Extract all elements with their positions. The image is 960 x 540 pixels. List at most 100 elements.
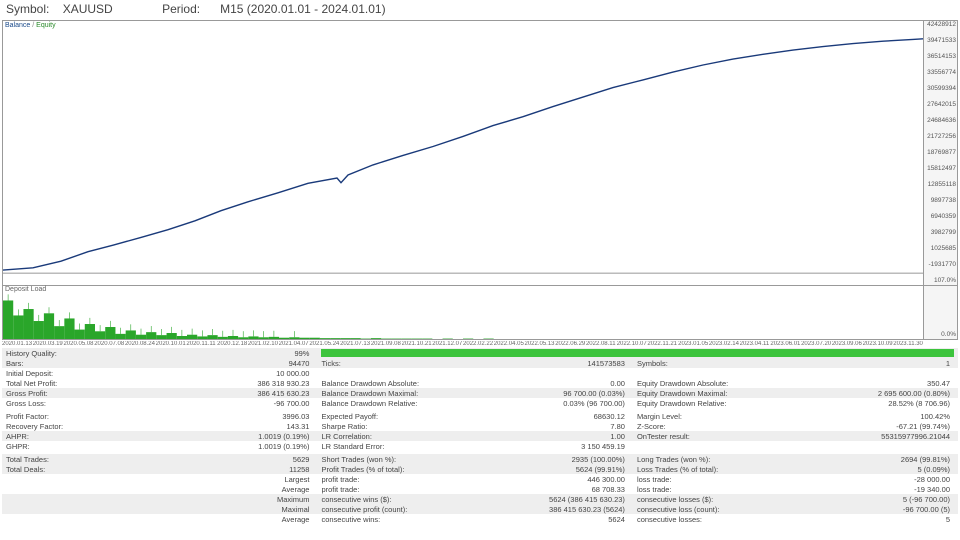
stat-label: profit trade:	[317, 484, 489, 494]
stat-value: 5624 (99.91%)	[490, 464, 633, 474]
stat-value: -96 700.00 (5)	[805, 504, 958, 514]
stat-label: consecutive losses:	[633, 514, 805, 524]
report-header: Symbol: XAUUSD Period: M15 (2020.01.01 -…	[0, 0, 960, 18]
stat-value: 96 700.00 (0.03%)	[490, 388, 633, 398]
stat-label: Profit Trades (% of total):	[317, 464, 489, 474]
stat-label	[317, 368, 489, 378]
stat-value: -28 000.00	[805, 474, 958, 484]
stat-value: Average	[155, 484, 318, 494]
stat-value: -67.21 (99.74%)	[805, 421, 958, 431]
stat-value: 100.42%	[805, 411, 958, 421]
stat-value: 68 708.33	[490, 484, 633, 494]
stat-label: loss trade:	[633, 484, 805, 494]
stat-value: 11258	[155, 464, 318, 474]
balance-legend: Balance	[5, 22, 30, 29]
stat-value	[490, 368, 633, 378]
stat-label: consecutive wins ($):	[317, 494, 489, 504]
stat-label	[2, 494, 155, 504]
chart-y-axis: 4242891239471533365141533355677430599394…	[923, 21, 957, 285]
stat-label: Balance Drawdown Relative:	[317, 398, 489, 408]
stat-value	[805, 368, 958, 378]
history-quality-bar	[321, 349, 954, 357]
stat-value: 1.00	[490, 431, 633, 441]
stat-label: consecutive wins:	[317, 514, 489, 524]
stat-value: Maximal	[155, 504, 318, 514]
stat-value: 55315977996.21044	[805, 431, 958, 441]
stat-label	[2, 474, 155, 484]
stat-label: Gross Profit:	[2, 388, 155, 398]
stat-value: 1.0019 (0.19%)	[155, 441, 318, 451]
stat-value: 5624	[490, 514, 633, 524]
stat-label: Sharpe Ratio:	[317, 421, 489, 431]
stat-label	[2, 504, 155, 514]
stat-value: 386 318 930.23	[155, 378, 318, 388]
deposit-load-chart: Deposit Load 0.0%	[2, 286, 958, 340]
stat-label: profit trade:	[317, 474, 489, 484]
stat-value: 3996.03	[155, 411, 318, 421]
stat-value: Maximum	[155, 494, 318, 504]
stat-label: Ticks:	[317, 358, 489, 368]
stat-value: 99%	[155, 348, 318, 358]
equity-line	[3, 21, 923, 285]
stat-value: 5 (-96 700.00)	[805, 494, 958, 504]
stat-label: Bars:	[2, 358, 155, 368]
stat-value: 141573583	[490, 358, 633, 368]
stat-value: 143.31	[155, 421, 318, 431]
stat-label: Balance Drawdown Maximal:	[317, 388, 489, 398]
stat-label: Symbols:	[633, 358, 805, 368]
stat-label: Total Net Profit:	[2, 378, 155, 388]
stat-value: 68630.12	[490, 411, 633, 421]
stat-value: 10 000.00	[155, 368, 318, 378]
stat-value: 1.0019 (0.19%)	[155, 431, 318, 441]
stat-label: LR Standard Error:	[317, 441, 489, 451]
stat-label	[633, 441, 805, 451]
period-value: M15 (2020.01.01 - 2024.01.01)	[220, 2, 385, 16]
stat-label: consecutive losses ($):	[633, 494, 805, 504]
stat-label: Initial Deposit:	[2, 368, 155, 378]
stat-value: 446 300.00	[490, 474, 633, 484]
equity-chart: Balance / Equity 42428912394715333651415…	[2, 20, 958, 286]
symbol-label: Symbol:	[6, 2, 49, 16]
stat-value	[805, 441, 958, 451]
load-right-bottom: 0.0%	[925, 331, 956, 338]
stat-value: Average	[155, 514, 318, 524]
stat-label	[2, 514, 155, 524]
stat-label: loss trade:	[633, 474, 805, 484]
stat-value: 28.52% (8 706.96)	[805, 398, 958, 408]
stat-value: 0.03% (96 700.00)	[490, 398, 633, 408]
stat-value: 386 415 630.23	[155, 388, 318, 398]
stat-value: 5 (0.09%)	[805, 464, 958, 474]
symbol-value: XAUUSD	[63, 2, 113, 16]
stat-label: consecutive profit (count):	[317, 504, 489, 514]
stat-label: Short Trades (won %):	[317, 454, 489, 464]
stat-label: Z-Score:	[633, 421, 805, 431]
period-label: Period:	[162, 2, 200, 16]
stat-label: Long Trades (won %):	[633, 454, 805, 464]
deposit-load-bars	[3, 286, 923, 339]
stat-label: Margin Level:	[633, 411, 805, 421]
stat-value: 0.00	[490, 378, 633, 388]
stat-value: -19 340.00	[805, 484, 958, 494]
stat-label: LR Correlation:	[317, 431, 489, 441]
stat-label: Expected Payoff:	[317, 411, 489, 421]
stat-label: Equity Drawdown Relative:	[633, 398, 805, 408]
stat-label: Recovery Factor:	[2, 421, 155, 431]
stat-value: -96 700.00	[155, 398, 318, 408]
stat-value: 3 150 459.19	[490, 441, 633, 451]
stat-label: Total Trades:	[2, 454, 155, 464]
stats-table: History Quality:99%Bars:94470Ticks:14157…	[2, 348, 958, 524]
stat-value: 2694 (99.81%)	[805, 454, 958, 464]
stat-label	[633, 368, 805, 378]
stat-value: 5624 (386 415 630.23)	[490, 494, 633, 504]
stat-value: 94470	[155, 358, 318, 368]
stat-value: Largest	[155, 474, 318, 484]
stat-value: 1	[805, 358, 958, 368]
stat-value: 7.80	[490, 421, 633, 431]
stat-value: 386 415 630.23 (5624)	[490, 504, 633, 514]
stat-label: AHPR:	[2, 431, 155, 441]
stat-label: Equity Drawdown Maximal:	[633, 388, 805, 398]
stat-label: OnTester result:	[633, 431, 805, 441]
stat-label: Profit Factor:	[2, 411, 155, 421]
stat-label: Total Deals:	[2, 464, 155, 474]
stat-value: 2 695 600.00 (0.80%)	[805, 388, 958, 398]
